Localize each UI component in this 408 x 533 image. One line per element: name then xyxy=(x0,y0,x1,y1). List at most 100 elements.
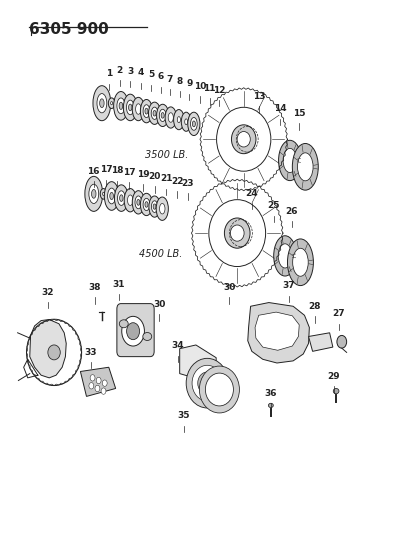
Ellipse shape xyxy=(135,196,142,209)
Ellipse shape xyxy=(168,113,173,122)
Text: 4500 LB.: 4500 LB. xyxy=(139,249,182,260)
Ellipse shape xyxy=(224,218,250,248)
Circle shape xyxy=(101,388,106,394)
Ellipse shape xyxy=(119,102,123,109)
Ellipse shape xyxy=(274,236,296,276)
Text: 28: 28 xyxy=(308,302,321,311)
Ellipse shape xyxy=(128,195,133,205)
Ellipse shape xyxy=(153,110,156,116)
Text: 19: 19 xyxy=(137,170,149,179)
Polygon shape xyxy=(255,312,299,350)
Text: 25: 25 xyxy=(268,201,280,211)
Ellipse shape xyxy=(104,182,119,211)
FancyBboxPatch shape xyxy=(117,304,154,357)
Ellipse shape xyxy=(161,112,164,118)
Ellipse shape xyxy=(157,104,169,126)
Ellipse shape xyxy=(145,201,148,207)
Polygon shape xyxy=(308,333,333,351)
Text: 32: 32 xyxy=(42,288,54,297)
Ellipse shape xyxy=(124,189,136,212)
Polygon shape xyxy=(248,303,309,363)
Ellipse shape xyxy=(140,100,153,123)
Ellipse shape xyxy=(279,140,301,181)
Ellipse shape xyxy=(151,201,157,213)
Text: 30: 30 xyxy=(153,300,166,309)
Text: 37: 37 xyxy=(283,281,295,290)
Ellipse shape xyxy=(293,248,308,276)
Text: 27: 27 xyxy=(332,310,345,318)
Ellipse shape xyxy=(48,345,60,360)
Ellipse shape xyxy=(143,333,152,341)
Text: 6: 6 xyxy=(157,72,164,82)
Polygon shape xyxy=(180,345,216,379)
Text: 18: 18 xyxy=(111,166,124,175)
Text: 31: 31 xyxy=(113,280,125,289)
Ellipse shape xyxy=(109,98,115,109)
Ellipse shape xyxy=(110,192,113,199)
Ellipse shape xyxy=(160,109,166,122)
Text: 22: 22 xyxy=(171,177,184,186)
Ellipse shape xyxy=(102,192,104,196)
Ellipse shape xyxy=(145,108,148,114)
Text: 13: 13 xyxy=(253,92,265,101)
Circle shape xyxy=(90,375,95,381)
Text: 26: 26 xyxy=(285,207,298,216)
Ellipse shape xyxy=(185,119,188,125)
Ellipse shape xyxy=(135,104,141,114)
Ellipse shape xyxy=(143,198,150,211)
Polygon shape xyxy=(80,367,115,397)
Text: 15: 15 xyxy=(293,109,306,118)
Circle shape xyxy=(337,335,347,348)
Ellipse shape xyxy=(288,239,313,286)
Ellipse shape xyxy=(188,112,200,135)
Text: 38: 38 xyxy=(89,283,101,292)
Text: 4: 4 xyxy=(138,68,144,77)
Ellipse shape xyxy=(231,225,244,241)
Ellipse shape xyxy=(186,358,228,408)
Text: 23: 23 xyxy=(182,179,194,188)
Ellipse shape xyxy=(278,244,292,268)
Text: 10: 10 xyxy=(194,82,206,91)
Text: 1: 1 xyxy=(106,69,112,78)
Ellipse shape xyxy=(283,148,297,173)
Ellipse shape xyxy=(149,196,160,217)
Text: 24: 24 xyxy=(246,189,258,198)
Text: 29: 29 xyxy=(327,372,340,381)
Circle shape xyxy=(102,380,107,386)
Ellipse shape xyxy=(137,199,140,205)
Ellipse shape xyxy=(93,86,111,120)
Ellipse shape xyxy=(132,191,144,214)
Ellipse shape xyxy=(100,189,107,199)
Text: 12: 12 xyxy=(213,86,226,95)
Polygon shape xyxy=(30,319,66,378)
Text: 3: 3 xyxy=(127,67,133,76)
Ellipse shape xyxy=(153,204,156,209)
Ellipse shape xyxy=(149,102,161,124)
Text: 8: 8 xyxy=(177,77,183,86)
Text: 35: 35 xyxy=(177,411,190,420)
Text: 5: 5 xyxy=(148,70,155,79)
Ellipse shape xyxy=(192,121,195,127)
Text: 17: 17 xyxy=(123,168,136,177)
Text: 11: 11 xyxy=(204,84,216,93)
Ellipse shape xyxy=(123,94,137,120)
Ellipse shape xyxy=(333,389,339,394)
Ellipse shape xyxy=(118,191,125,205)
Ellipse shape xyxy=(119,320,128,328)
Text: 3500 LB.: 3500 LB. xyxy=(145,150,188,160)
Ellipse shape xyxy=(126,100,134,115)
Ellipse shape xyxy=(129,104,132,111)
Text: 30: 30 xyxy=(223,283,235,292)
Ellipse shape xyxy=(177,117,180,123)
Ellipse shape xyxy=(143,104,150,118)
Ellipse shape xyxy=(209,200,266,266)
Text: 7: 7 xyxy=(166,75,173,84)
Ellipse shape xyxy=(181,112,191,131)
Ellipse shape xyxy=(108,188,115,204)
Ellipse shape xyxy=(217,107,271,171)
Ellipse shape xyxy=(100,99,104,108)
Ellipse shape xyxy=(132,98,144,120)
Ellipse shape xyxy=(192,365,222,401)
Text: 36: 36 xyxy=(265,389,277,398)
Ellipse shape xyxy=(85,176,103,212)
